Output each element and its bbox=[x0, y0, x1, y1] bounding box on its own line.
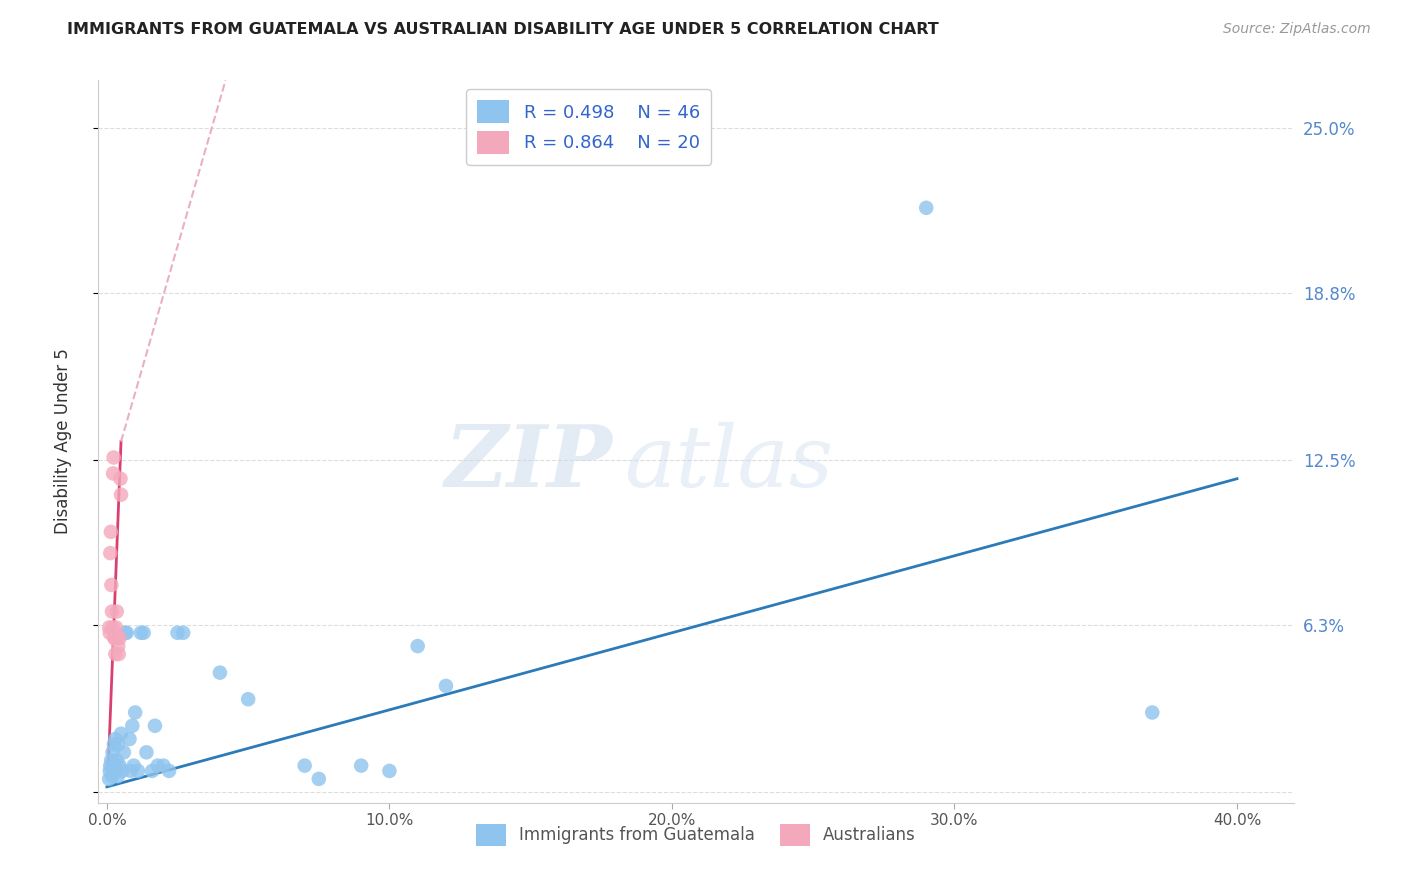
Point bbox=[114, 625, 136, 640]
Point bbox=[124, 706, 146, 720]
Point bbox=[104, 764, 127, 778]
Point bbox=[915, 201, 938, 215]
Point bbox=[108, 631, 131, 645]
Point bbox=[143, 719, 166, 733]
Point bbox=[104, 620, 127, 634]
Point bbox=[152, 758, 174, 772]
Point bbox=[129, 625, 152, 640]
Point bbox=[98, 546, 121, 560]
Point bbox=[107, 639, 129, 653]
Point bbox=[350, 758, 373, 772]
Point bbox=[118, 732, 141, 747]
Point bbox=[105, 605, 128, 619]
Point bbox=[141, 764, 163, 778]
Point bbox=[112, 745, 135, 759]
Point bbox=[378, 764, 401, 778]
Point bbox=[100, 578, 122, 592]
Point bbox=[107, 737, 129, 751]
Point bbox=[98, 620, 121, 634]
Point bbox=[98, 625, 121, 640]
Point bbox=[104, 732, 127, 747]
Point bbox=[101, 769, 124, 783]
Legend: R = 0.498    N = 46, R = 0.864    N = 20: R = 0.498 N = 46, R = 0.864 N = 20 bbox=[465, 89, 711, 165]
Point bbox=[108, 758, 131, 772]
Point bbox=[132, 625, 155, 640]
Point bbox=[103, 631, 125, 645]
Point bbox=[104, 631, 127, 645]
Point bbox=[135, 745, 157, 759]
Point bbox=[101, 605, 124, 619]
Point bbox=[103, 737, 125, 751]
Point bbox=[166, 625, 188, 640]
Point bbox=[238, 692, 260, 706]
Text: Source: ZipAtlas.com: Source: ZipAtlas.com bbox=[1223, 22, 1371, 37]
Point bbox=[104, 758, 127, 772]
Point bbox=[98, 772, 121, 786]
Y-axis label: Disability Age Under 5: Disability Age Under 5 bbox=[53, 349, 72, 534]
Point bbox=[146, 758, 169, 772]
Point bbox=[98, 764, 121, 778]
Point bbox=[100, 753, 122, 767]
Point bbox=[104, 647, 127, 661]
Point bbox=[127, 764, 149, 778]
Point bbox=[308, 772, 330, 786]
Point bbox=[111, 764, 134, 778]
Point bbox=[172, 625, 194, 640]
Point bbox=[122, 758, 145, 772]
Point bbox=[105, 753, 128, 767]
Point bbox=[101, 764, 124, 778]
Point bbox=[100, 524, 122, 539]
Point bbox=[294, 758, 316, 772]
Text: atlas: atlas bbox=[624, 422, 834, 505]
Point bbox=[121, 719, 143, 733]
Point bbox=[434, 679, 457, 693]
Point bbox=[107, 631, 129, 645]
Point bbox=[110, 472, 132, 486]
Point bbox=[101, 745, 124, 759]
Point bbox=[98, 758, 121, 772]
Point bbox=[120, 764, 142, 778]
Text: ZIP: ZIP bbox=[444, 421, 613, 505]
Point bbox=[107, 769, 129, 783]
Point bbox=[208, 665, 231, 680]
Point bbox=[115, 625, 138, 640]
Point bbox=[103, 450, 125, 465]
Point bbox=[110, 727, 132, 741]
Point bbox=[1142, 706, 1164, 720]
Point bbox=[406, 639, 429, 653]
Text: IMMIGRANTS FROM GUATEMALA VS AUSTRALIAN DISABILITY AGE UNDER 5 CORRELATION CHART: IMMIGRANTS FROM GUATEMALA VS AUSTRALIAN … bbox=[67, 22, 939, 37]
Point bbox=[101, 467, 124, 481]
Point bbox=[110, 488, 132, 502]
Point bbox=[107, 647, 129, 661]
Point bbox=[157, 764, 180, 778]
Point bbox=[101, 620, 124, 634]
